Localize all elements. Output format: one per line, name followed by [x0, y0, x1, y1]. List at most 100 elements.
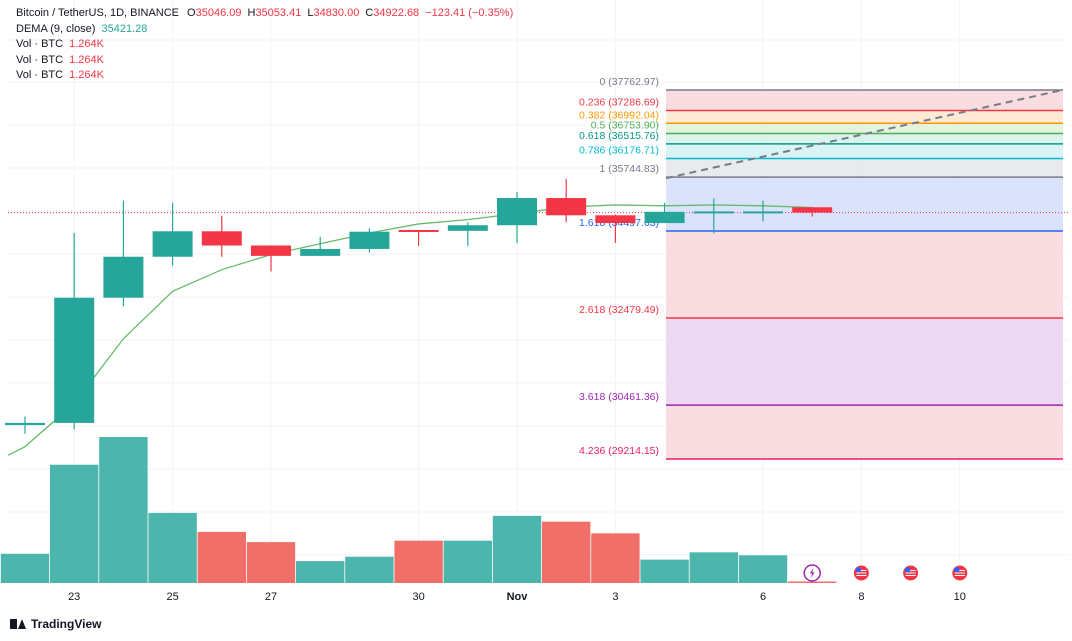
flag-canton: [855, 567, 861, 572]
volume-bar: [345, 556, 394, 583]
candle-body: [152, 231, 193, 257]
fib-level-label: 0 (37762.97): [599, 76, 659, 88]
x-tick-label: 30: [412, 591, 424, 603]
fib-band: [666, 230, 1063, 319]
flag-canton: [954, 567, 960, 572]
high-value: 35053.41: [255, 7, 302, 19]
volume-bar: [492, 515, 542, 583]
fib-band: [666, 143, 1063, 159]
close-value: 34922.68: [373, 7, 420, 19]
volume-bar: [788, 581, 837, 583]
volume-bars: [0, 437, 837, 583]
fibonacci-extension[interactable]: 0 (37762.97) 0.236 (37286.69)0.382 (36992…: [8, 76, 1068, 460]
x-axis: 23 25 27 30 Nov 3 6 8 10: [68, 591, 966, 603]
volume-legend-row[interactable]: Vol · BTC 1.264K: [16, 37, 519, 53]
candle-body: [693, 211, 734, 214]
volume-bar: [50, 464, 99, 583]
volume-bar: [738, 555, 788, 583]
dema-label: DEMA (9, close): [16, 22, 96, 35]
volume-value: 1.264K: [69, 69, 104, 81]
flag-canton: [905, 567, 911, 572]
volume-value: 1.264K: [69, 38, 104, 50]
lightning-glyph: [809, 568, 815, 578]
symbol-title[interactable]: Bitcoin / TetherUS, 1D, BINANCE: [16, 7, 180, 19]
candle-body: [743, 211, 783, 214]
volume-bar: [640, 559, 689, 583]
dema-polyline: [7, 204, 813, 456]
volume-legend-row[interactable]: Vol · BTC 1.264K: [16, 53, 519, 69]
fib-level-label: 0.236 (37286.69): [579, 97, 659, 109]
fib-band: [666, 318, 1063, 406]
candle-body: [447, 225, 488, 231]
dema-legend-row[interactable]: DEMA (9, close) 35421.28: [16, 22, 519, 38]
fib-level-label: 0.786 (36176.71): [579, 144, 659, 156]
chart-legend: Bitcoin / TetherUS, 1D, BINANCE O35046.09…: [16, 6, 519, 84]
fib-level-label: 4.236 (29214.15): [579, 445, 659, 457]
volume-bar: [394, 540, 443, 583]
fib-level-label: 0.5 (36753.90): [591, 120, 659, 132]
event-markers[interactable]: [803, 564, 969, 582]
x-tick-label: 23: [68, 591, 80, 603]
candle-body: [251, 245, 291, 256]
candle-body: [349, 231, 390, 249]
brand-name: TradingView: [31, 617, 102, 631]
candle-body: [103, 256, 144, 298]
low-label: L: [307, 7, 314, 19]
candle-body: [644, 211, 685, 224]
x-tick-label: 3: [612, 591, 618, 603]
dema-line: [7, 204, 813, 456]
fib-level-label: 0.382 (36992.04): [579, 109, 659, 121]
fib-level-label: 2.618 (32479.49): [579, 304, 659, 316]
fib-band: [666, 133, 1063, 144]
tradingview-brand[interactable]: TradingView: [10, 617, 101, 631]
volume-bar: [148, 512, 197, 583]
fib-band: [666, 110, 1063, 124]
open-label: O: [187, 7, 196, 19]
volume-bar: [542, 521, 591, 583]
x-tick-label: 25: [166, 591, 178, 603]
volume-bar: [99, 437, 148, 583]
volume-bar: [689, 552, 738, 583]
candle-body: [201, 231, 242, 246]
fib-band: [666, 177, 1063, 231]
candle-body: [595, 215, 636, 224]
volume-bar: [197, 531, 246, 583]
candle-body: [398, 229, 439, 232]
volume-label: Vol · BTC: [16, 53, 64, 66]
open-value: 35046.09: [195, 7, 242, 19]
high-label: H: [247, 7, 256, 19]
fib-level-label: 3.618 (30461.36): [579, 391, 659, 403]
volume-bar: [443, 540, 492, 583]
candle-body: [497, 198, 537, 226]
candle-body: [792, 207, 833, 213]
candle-body: [300, 248, 341, 256]
tradingview-logo-icon: [10, 619, 26, 629]
volume-bar: [246, 542, 296, 583]
fib-level-label: 0.618 (36515.76): [579, 130, 659, 142]
close-label: C: [365, 7, 374, 19]
fib-band: [666, 90, 1063, 111]
volume-label: Vol · BTC: [16, 38, 64, 50]
volume-value: 1.264K: [69, 53, 104, 66]
ohlc-row: Bitcoin / TetherUS, 1D, BINANCE O35046.09…: [16, 6, 519, 22]
low-value: 34830.00: [313, 7, 360, 19]
fib-band: [666, 405, 1063, 459]
volume-label: Vol · BTC: [16, 69, 64, 81]
fib-band: [666, 158, 1063, 178]
x-tick-label: 10: [954, 591, 966, 603]
dema-value: 35421.28: [101, 22, 148, 35]
volume-bar: [296, 561, 345, 583]
candle-body: [546, 198, 587, 216]
volume-bar: [0, 553, 50, 583]
volume-legend-row[interactable]: Vol · BTC 1.264K: [16, 68, 519, 84]
x-tick-label: 27: [265, 591, 277, 603]
x-tick-label: 8: [858, 591, 864, 603]
x-tick-label: Nov: [507, 591, 529, 603]
volume-bar: [591, 533, 640, 583]
candle-body: [5, 422, 45, 426]
trend-line[interactable]: [665, 89, 1063, 180]
fib-band: [666, 123, 1063, 134]
x-tick-label: 6: [760, 591, 766, 603]
fib-level-label: 1 (35744.83): [599, 163, 659, 175]
